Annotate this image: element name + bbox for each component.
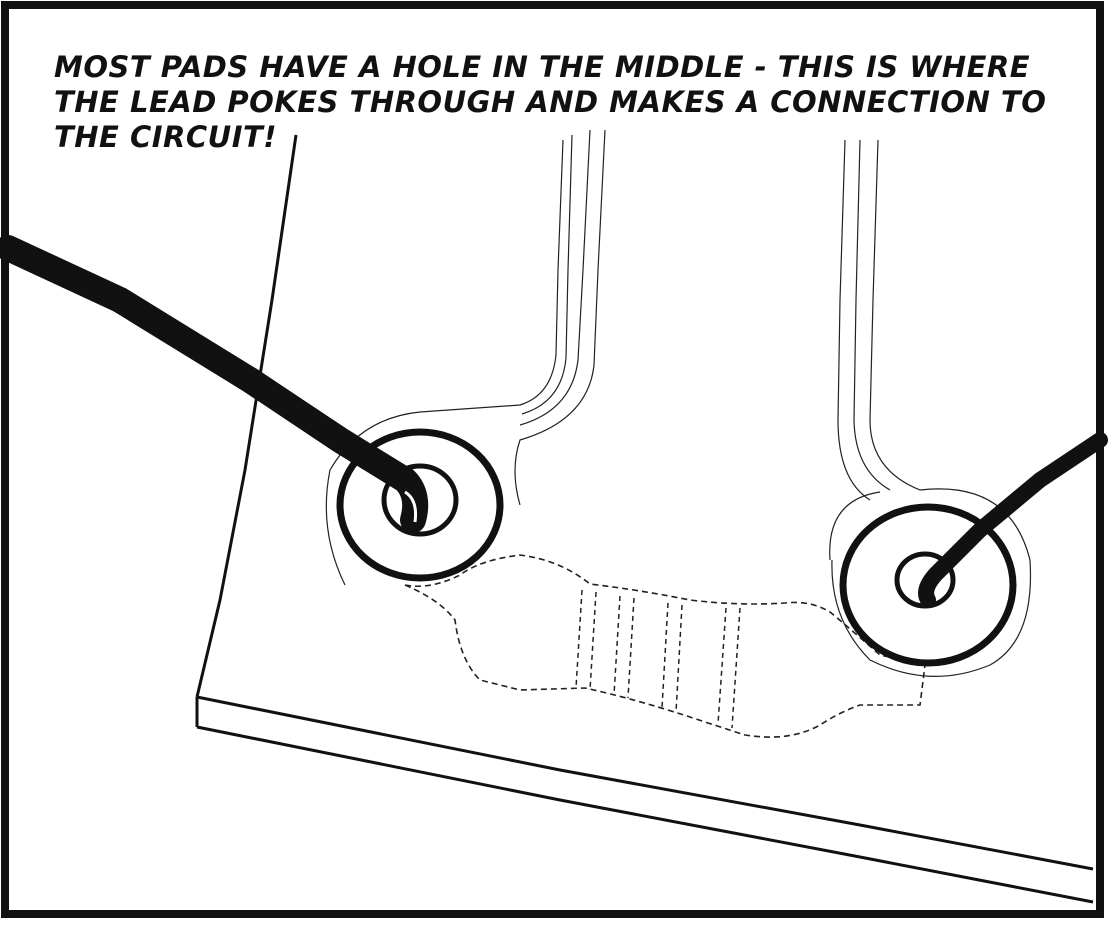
right-trace-c	[831, 139, 1032, 677]
caption-text: MOST PADS HAVE A HOLE IN THE MIDDLE - TH…	[54, 50, 1047, 154]
right-trace-b	[853, 139, 891, 491]
board-front-edge-top	[196, 695, 1094, 871]
left-lead-highlight	[404, 490, 417, 523]
left-trace-outer	[325, 139, 564, 586]
left-trace-outline	[521, 134, 573, 415]
component-lead-icon	[0, 235, 429, 533]
right-trace-a	[837, 139, 871, 501]
left-trace-inner-a	[519, 129, 591, 426]
component-lead-icon-right	[918, 432, 1108, 608]
resistor-bands	[575, 589, 741, 729]
pad-ring-icon	[336, 428, 504, 582]
board-front-edge-bottom	[196, 725, 1094, 904]
hidden-resistor-icon	[404, 554, 926, 738]
board-left-edge	[195, 134, 298, 698]
right-pad-outline	[829, 491, 881, 561]
left-trace-inner-b	[514, 129, 606, 506]
